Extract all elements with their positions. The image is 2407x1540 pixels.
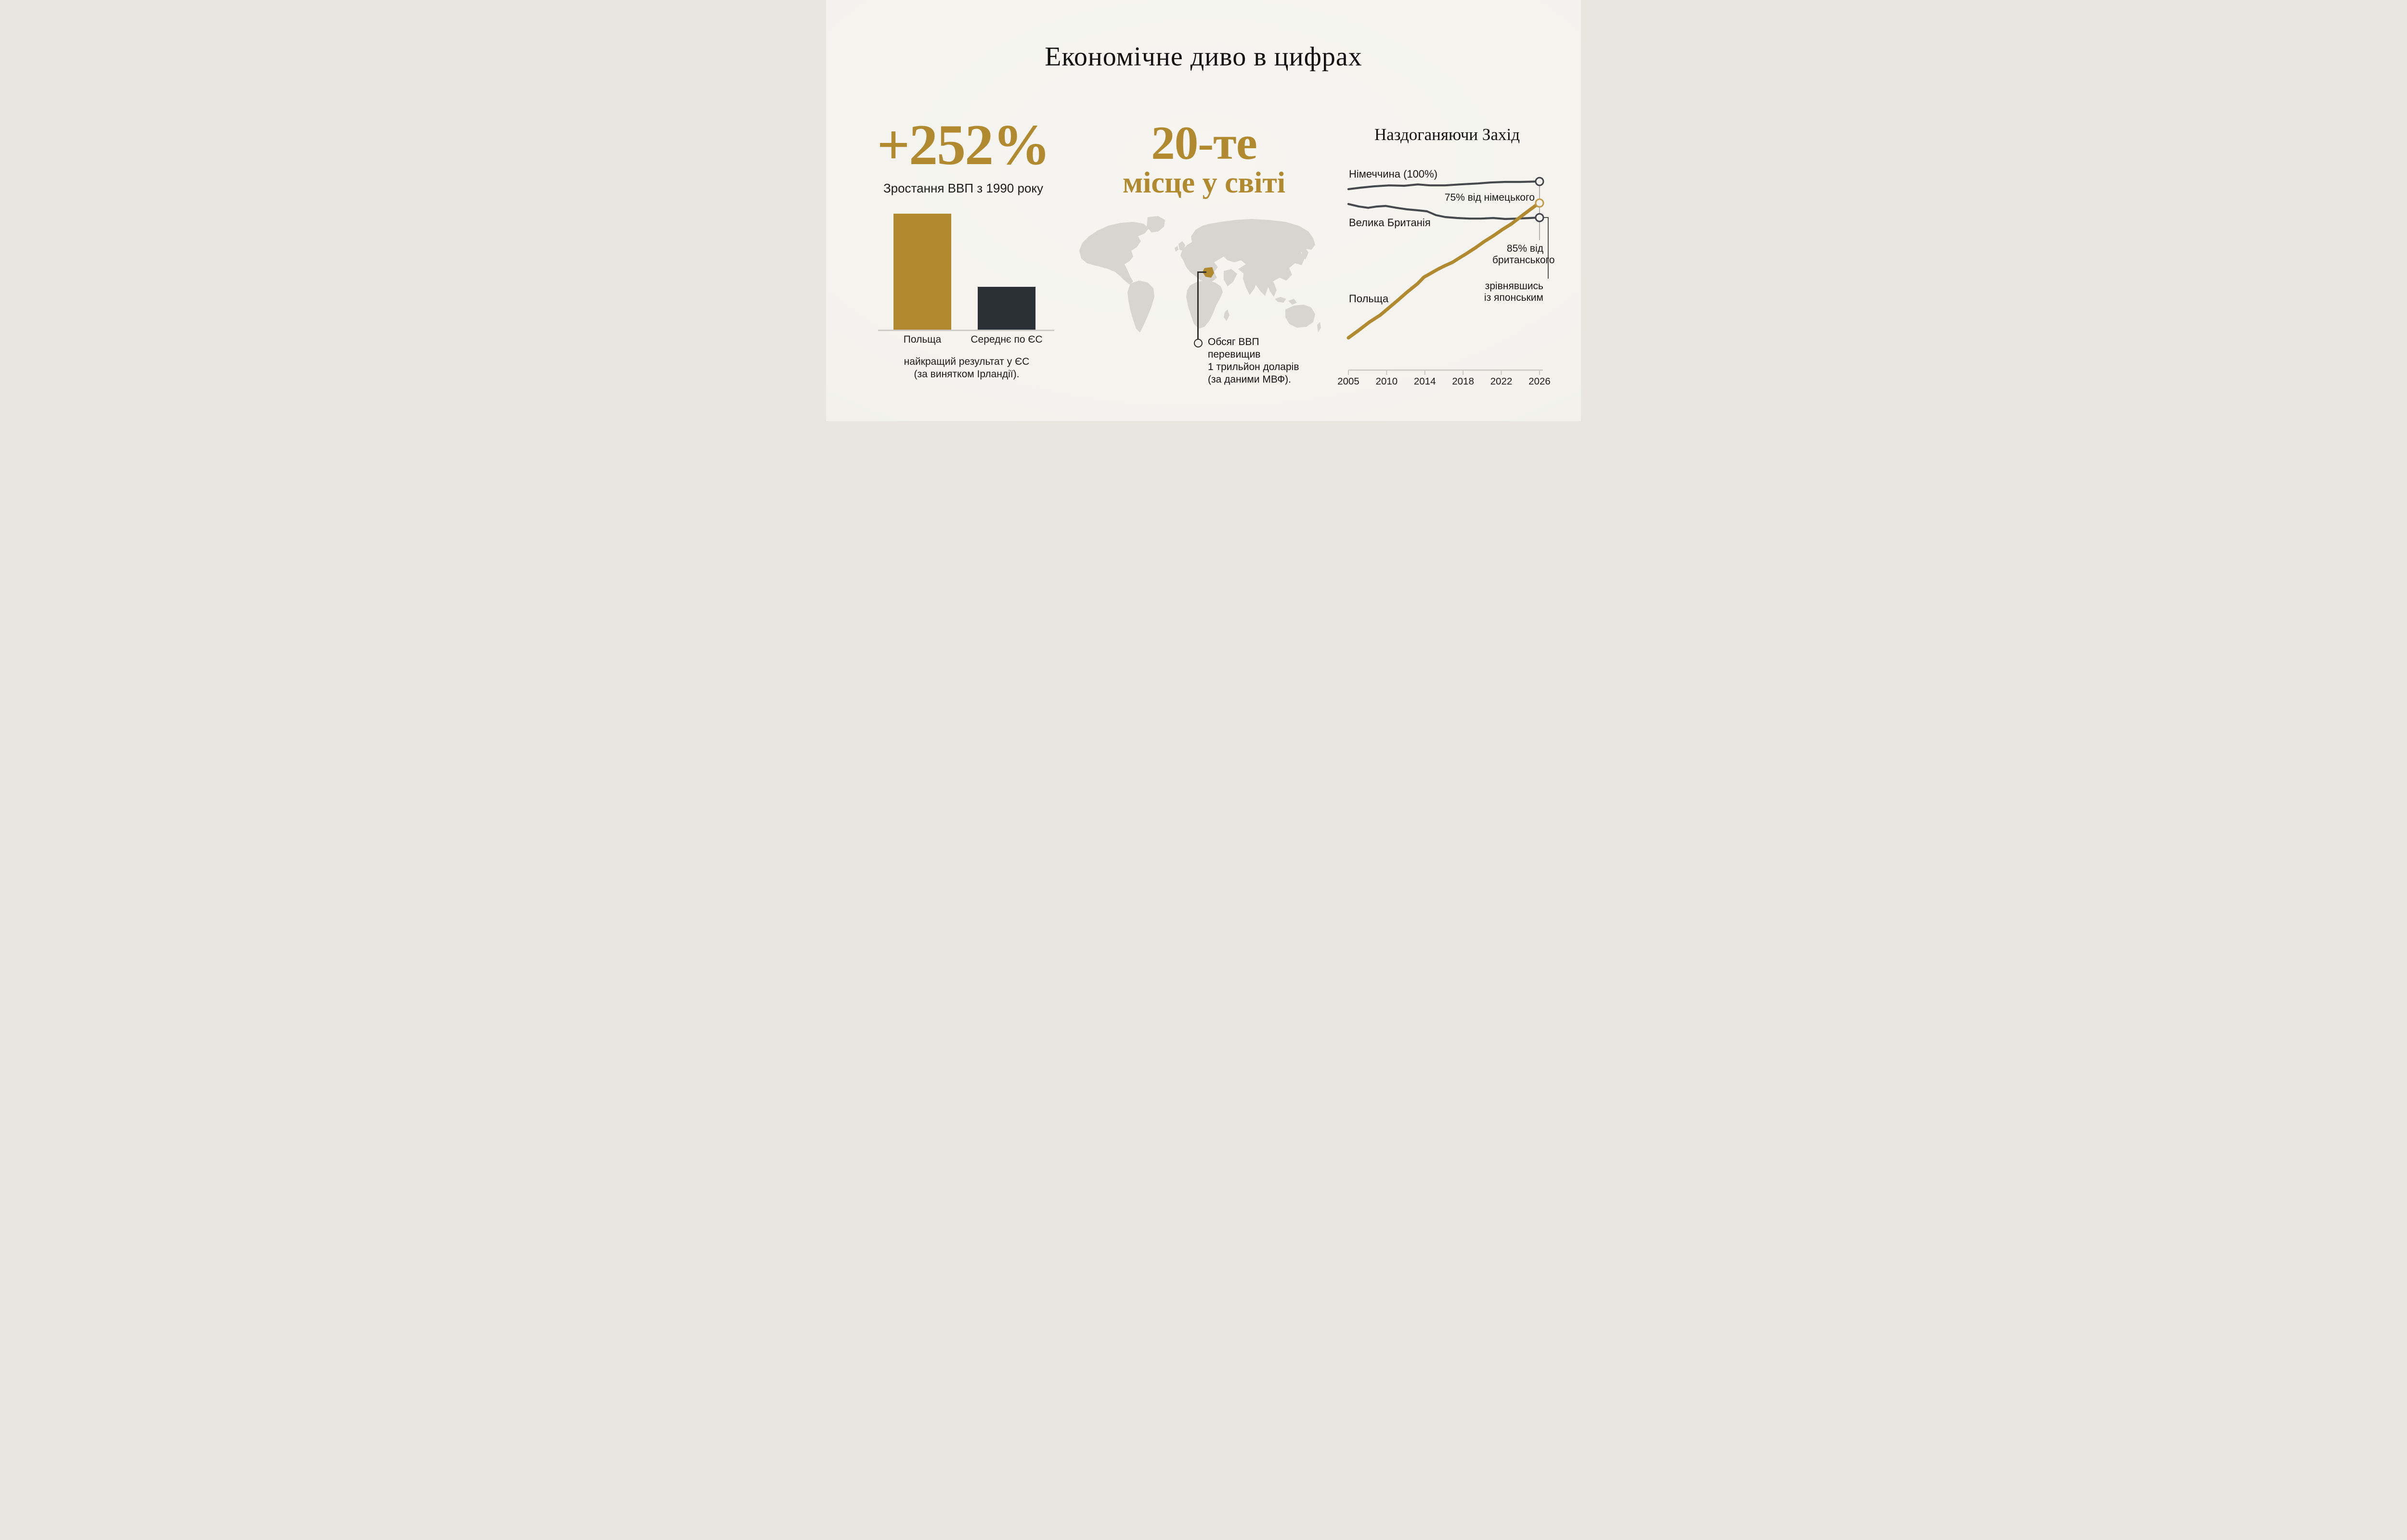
page-title: Економічне диво в цифрах	[1045, 42, 1362, 72]
footnote-line-1: найкращий результат у ЄС	[904, 356, 1030, 367]
bar-eu-average	[978, 287, 1035, 330]
map-callout-leader-horizontal	[1198, 271, 1206, 273]
poland-line	[1346, 203, 1539, 340]
infographic-canvas: Економічне диво в цифрах +252% Зростання…	[826, 0, 1581, 421]
callout-line-3: 1 трильйон доларів	[1208, 361, 1299, 372]
gdp-growth-subtitle: Зростання ВВП з 1990 року	[883, 181, 1044, 195]
gdp-volume-callout: Обсяг ВВП перевищив 1 трильйон доларів (…	[1208, 336, 1314, 386]
indonesia-shape-2	[1288, 299, 1297, 305]
north-america-shape	[1079, 222, 1149, 284]
x-axis-labels: 2005 2010 2014 2018 2022 2026	[1336, 376, 1558, 388]
callout-line-4: (за даними МВФ).	[1208, 374, 1291, 385]
gdp-growth-value: +252%	[877, 113, 1050, 177]
x-tick-label: 2010	[1375, 376, 1398, 387]
south-america-shape	[1127, 281, 1154, 333]
indonesia-shape-1	[1275, 297, 1286, 303]
uk-end-marker	[1535, 213, 1544, 222]
poland-series-label: Польща	[1349, 293, 1389, 305]
x-tick-label: 2005	[1337, 376, 1359, 387]
x-tick-label: 2018	[1452, 376, 1474, 387]
annotation-vs-germany: 75% від німецького	[1444, 192, 1535, 203]
uk-line	[1347, 203, 1538, 220]
x-tick-label: 2022	[1490, 376, 1513, 387]
madagascar-shape	[1224, 309, 1229, 321]
callout-line-2: перевищив	[1208, 349, 1261, 360]
germany-series-label: Німеччина (100%)	[1349, 168, 1438, 180]
annotation-vs-japan-line-1: зрівнявшись	[1485, 281, 1543, 292]
bar-label-eu-average: Середнє по ЄС	[971, 334, 1043, 345]
indochina-shape	[1267, 279, 1277, 297]
poland-end-marker	[1535, 198, 1544, 208]
uk-shape	[1178, 241, 1185, 251]
x-tick-label: 2026	[1528, 376, 1551, 387]
gdp-growth-footnote: найкращий результат у ЄС (за винятком Ір…	[868, 356, 1065, 381]
uk-series-label: Велика Британія	[1349, 217, 1431, 229]
map-callout-leader-vertical	[1197, 271, 1199, 340]
germany-line	[1347, 180, 1538, 191]
world-rank-value: 20-те	[1151, 117, 1257, 169]
arabia-shape	[1224, 269, 1237, 286]
poland-highlight	[1203, 267, 1214, 278]
eurasia-shape	[1180, 219, 1315, 296]
annotation-vs-uk: 85% від британського	[1492, 243, 1555, 266]
catchup-chart-title: Наздоганяючи Захід	[1374, 125, 1520, 144]
world-rank-caption: місце у світі	[1122, 167, 1286, 199]
uk-annotation-leader-line	[1544, 217, 1549, 279]
annotation-vs-japan-line-2: із японським	[1484, 292, 1543, 303]
germany-end-marker	[1535, 177, 1544, 186]
annotation-vs-japan: зрівнявшись із японським	[1468, 281, 1543, 304]
new-zealand-shape	[1317, 322, 1321, 333]
india-shape	[1243, 271, 1257, 295]
africa-shape	[1186, 281, 1223, 329]
bar-label-poland: Польща	[903, 334, 942, 345]
annotation-vs-uk-line-2: британського	[1492, 255, 1555, 266]
world-map	[1079, 216, 1321, 333]
ireland-shape	[1175, 246, 1178, 252]
callout-line-1: Обсяг ВВП	[1208, 336, 1259, 347]
greenland-shape	[1147, 216, 1165, 232]
japan-shape	[1302, 248, 1308, 259]
annotation-vs-uk-line-1: 85% від	[1507, 243, 1543, 254]
footnote-line-2: (за винятком Ірландії).	[914, 369, 1020, 380]
catchup-line-chart	[1346, 177, 1549, 375]
callout-marker-circle	[1194, 339, 1203, 347]
bar-chart-baseline	[878, 330, 1054, 331]
x-tick-label: 2014	[1413, 376, 1436, 387]
bar-poland	[893, 214, 951, 330]
australia-shape	[1285, 305, 1315, 328]
